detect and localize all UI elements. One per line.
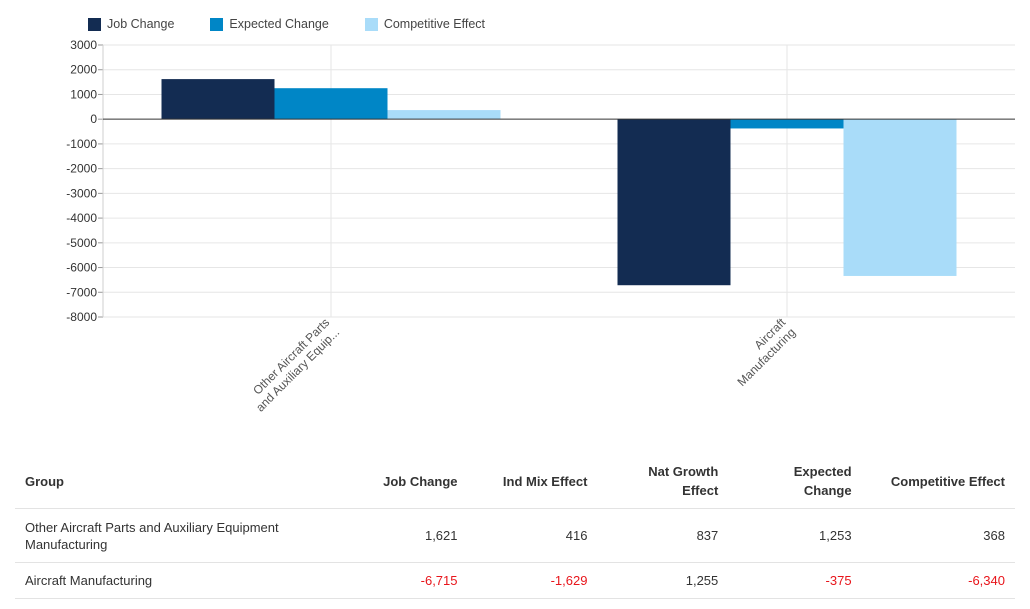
table-row: Aircraft Manufacturing -6,715 -1,629 1,255-…: [15, 562, 1015, 599]
table-header-cell: Group: [15, 454, 358, 509]
chart-legend: Job Change Expected Change Competitive Eff…: [88, 15, 521, 33]
y-tick-label: 3000: [70, 38, 97, 52]
y-tick-label: -8000: [66, 310, 97, 324]
table-cell: -6,715: [357, 562, 468, 599]
y-tick-label: -3000: [66, 186, 97, 200]
legend-label: Competitive Effect: [383, 17, 486, 31]
table-cell: Other Aircraft Parts and Auxiliary Equip…: [15, 508, 358, 563]
y-tick-label: 1000: [70, 87, 97, 101]
legend-swatch: [210, 17, 224, 31]
bar: [617, 119, 731, 286]
table-header-row: Group Job Change Ind Mix Effect Nat Growth E…: [15, 454, 1015, 509]
y-tick-label: -7000: [66, 285, 97, 299]
legend-item[interactable]: Expected Change: [210, 17, 329, 31]
legend-swatch: [364, 17, 378, 31]
y-tick-label: 0: [90, 112, 97, 126]
data-table: Group Job Change Ind Mix Effect Nat Growth E…: [15, 454, 1015, 599]
table-header-cell: Job Change: [357, 454, 468, 509]
y-tick-label: -6000: [66, 261, 97, 275]
table-cell: 416: [467, 508, 598, 563]
bar: [161, 79, 275, 120]
bar: [843, 119, 957, 276]
x-tick-label: AircraftManufacturing: [725, 315, 799, 389]
table-row: Other Aircraft Parts and Auxiliary Equip…: [15, 508, 1015, 563]
y-tick-label: -4000: [66, 211, 97, 225]
y-tick-label: -5000: [66, 236, 97, 250]
legend-item[interactable]: Job Change: [88, 17, 174, 31]
table-header-cell: Expected Change: [728, 454, 862, 509]
bar: [730, 119, 844, 129]
y-tick-label: 2000: [70, 63, 97, 77]
table-header-cell: Nat Growth Effect: [597, 454, 729, 509]
table-cell: Aircraft Manufacturing: [15, 562, 358, 599]
table-cell: 837: [597, 508, 729, 563]
table-cell: 1,253: [728, 508, 862, 563]
bar: [274, 88, 388, 120]
legend-swatch: [88, 17, 101, 31]
table-header-cell: Competitive Effect: [861, 454, 1015, 509]
x-tick-label: Other Aircraft Partsand Auxiliary Equip.…: [243, 315, 342, 414]
bar-chart: 3000 2000 1000 0 -1000 -2000 -3000 -4000 -5000 -6…: [66, 38, 1015, 414]
legend-label: Expected Change: [229, 17, 329, 31]
legend-label: Job Change: [107, 17, 175, 31]
table-cell: 1,621: [357, 508, 468, 563]
table-cell: -1,629: [467, 562, 598, 599]
table-cell: -6,340: [861, 562, 1015, 599]
legend-item[interactable]: Competitive Effect: [364, 17, 486, 31]
table-cell: 1,255: [597, 562, 729, 599]
table-cell: -375: [728, 562, 862, 599]
table-cell: 368: [861, 508, 1015, 563]
table-header-cell: Ind Mix Effect: [467, 454, 598, 509]
y-tick-label: -2000: [66, 162, 97, 176]
bar: [387, 110, 501, 120]
y-tick-label: -1000: [66, 137, 97, 151]
